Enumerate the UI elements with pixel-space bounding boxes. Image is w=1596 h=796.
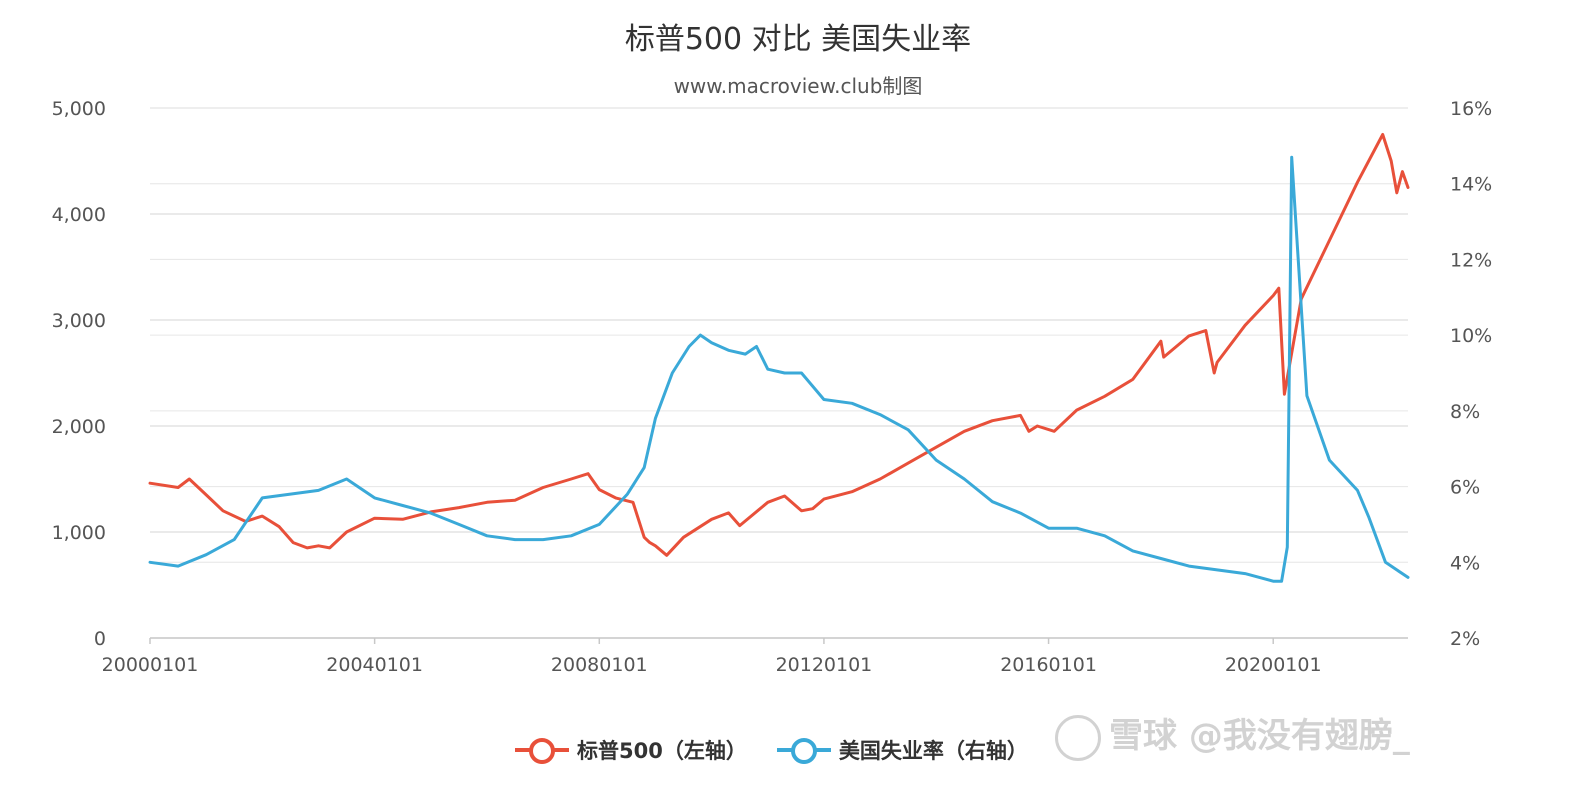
y-right-tick-label: 4% <box>1450 552 1480 574</box>
y-right-tick-label: 12% <box>1450 249 1492 271</box>
chart-subtitle: www.macroview.club制图 <box>673 74 923 98</box>
legend: 标普500（左轴） 美国失业率（右轴） <box>515 730 1028 770</box>
y-left-tick-label: 3,000 <box>52 310 106 332</box>
y-right-tick-label: 14% <box>1450 174 1492 196</box>
y-right-tick-label: 2% <box>1450 628 1480 650</box>
series-layer <box>148 133 1410 583</box>
y-right-tick-label: 6% <box>1450 477 1480 499</box>
y-right-tick-label: 10% <box>1450 325 1492 347</box>
watermark-text: 雪球 @我没有翅膀_ <box>1109 716 1410 756</box>
unemployment-legend-marker-icon <box>776 737 831 764</box>
chart-title: 标普500 对比 美国失业率 <box>624 22 972 57</box>
snowball-logo-icon <box>1055 714 1101 761</box>
x-tick-label: 20120101 <box>776 654 873 676</box>
series-line-sp500 <box>148 133 1410 557</box>
y-left-tick-label: 4,000 <box>52 204 106 226</box>
legend-item-sp500[interactable]: 标普500（左轴） <box>515 735 747 765</box>
legend-label-sp500: 标普500（左轴） <box>577 739 747 763</box>
series-line-unemployment <box>148 155 1410 583</box>
legend-label-unemployment: 美国失业率（右轴） <box>838 739 1028 763</box>
y-left-tick-label: 5,000 <box>52 98 106 120</box>
x-tick-label: 20040101 <box>326 654 423 676</box>
y-left-tick-label: 0 <box>94 628 106 650</box>
sp500-legend-marker-icon <box>515 737 569 764</box>
x-tick-label: 20200101 <box>1225 654 1322 676</box>
legend-item-unemployment[interactable]: 美国失业率（右轴） <box>776 735 1028 765</box>
watermark: 雪球 @我没有翅膀_ <box>1055 708 1410 761</box>
y-right-tick-label: 8% <box>1450 401 1480 423</box>
x-tick-label: 20160101 <box>1000 654 1097 676</box>
y-right-tick-label: 16% <box>1450 98 1492 120</box>
axes: 0 1,000 2,000 3,000 4,000 5,000 2% 4% 6% 8% 10% 12%… <box>52 98 1493 676</box>
y-left-tick-label: 1,000 <box>52 522 106 544</box>
x-tick-label: 20000101 <box>102 654 199 676</box>
y-left-tick-label: 2,000 <box>52 416 106 438</box>
x-tick-label: 20080101 <box>551 654 648 676</box>
